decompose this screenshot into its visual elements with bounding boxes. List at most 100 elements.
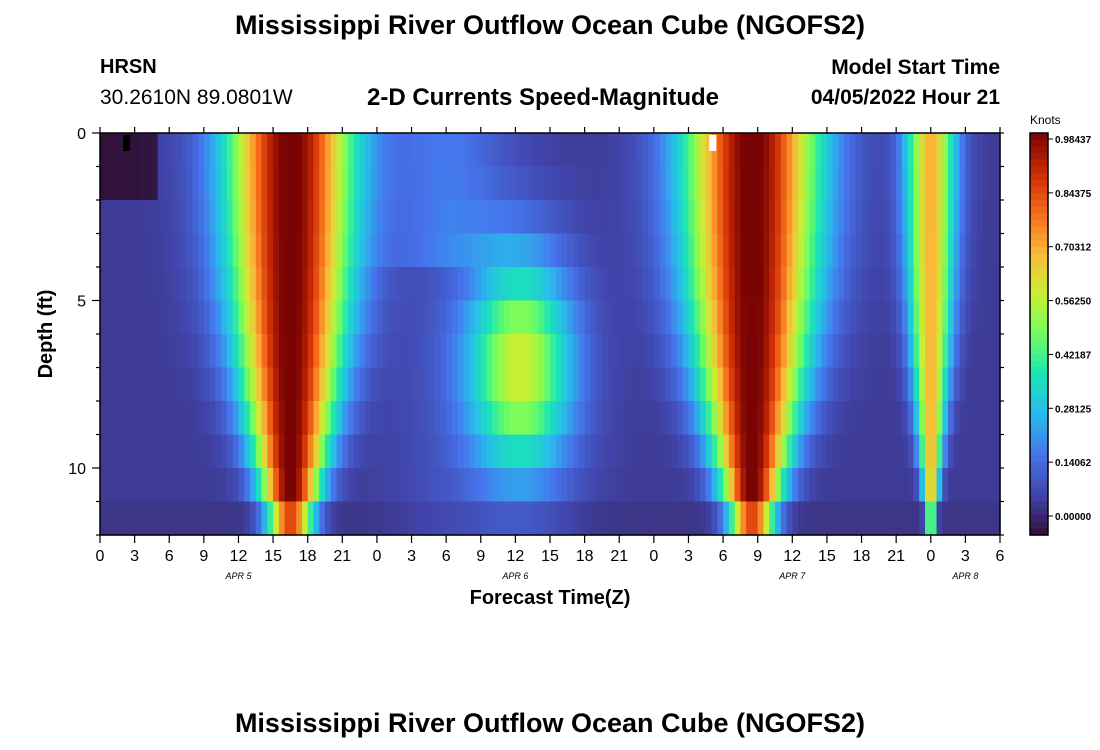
heatmap-cell bbox=[428, 501, 436, 536]
heatmap-cell bbox=[786, 367, 793, 402]
heatmap-cell bbox=[878, 233, 886, 268]
heatmap-cell bbox=[653, 200, 661, 235]
heatmap-cell bbox=[134, 468, 141, 503]
heatmap-cell bbox=[480, 401, 488, 436]
heatmap-cell bbox=[146, 401, 153, 436]
heatmap-cell bbox=[394, 501, 401, 536]
heatmap-cell bbox=[538, 468, 545, 503]
heatmap-cell bbox=[232, 233, 240, 268]
heatmap-cell bbox=[457, 334, 465, 369]
colorbar-segment bbox=[1030, 421, 1048, 429]
heatmap-cell bbox=[215, 501, 222, 536]
heatmap-cell bbox=[475, 267, 482, 302]
heatmap-cell bbox=[319, 401, 326, 436]
heatmap-cell bbox=[434, 300, 441, 335]
heatmap-cell bbox=[682, 401, 690, 436]
heatmap-cell bbox=[296, 166, 303, 201]
heatmap-cell bbox=[665, 434, 672, 469]
heatmap-cell bbox=[740, 334, 747, 369]
heatmap-cell bbox=[186, 468, 193, 503]
heatmap-cell bbox=[480, 300, 488, 335]
heatmap-cell bbox=[746, 300, 753, 335]
heatmap-cell bbox=[648, 166, 655, 201]
heatmap-cell bbox=[186, 501, 193, 536]
heatmap-cell bbox=[273, 468, 280, 503]
heatmap-cell bbox=[526, 334, 534, 369]
heatmap-cell bbox=[123, 233, 130, 268]
heatmap-cell bbox=[330, 501, 338, 536]
heatmap-cell bbox=[590, 166, 597, 201]
heatmap-cell bbox=[959, 401, 966, 436]
heatmap-cell bbox=[284, 267, 291, 302]
heatmap-cell bbox=[267, 367, 274, 402]
heatmap-cell bbox=[261, 334, 268, 369]
heatmap-cell bbox=[578, 133, 586, 168]
heatmap-cell bbox=[492, 334, 499, 369]
x-tick-label: 15 bbox=[264, 548, 282, 565]
heatmap-cell bbox=[792, 401, 799, 436]
heatmap-cell bbox=[734, 367, 741, 402]
heatmap-cell bbox=[930, 267, 938, 302]
heatmap-cell bbox=[365, 468, 372, 503]
x-tick-label: 3 bbox=[407, 548, 416, 565]
heatmap-cell bbox=[584, 267, 591, 302]
heatmap-cell bbox=[919, 300, 926, 335]
heatmap-cell bbox=[376, 334, 384, 369]
heatmap-cell bbox=[601, 267, 609, 302]
heatmap-cell bbox=[209, 468, 216, 503]
heatmap-cell bbox=[717, 367, 724, 402]
heatmap-cell bbox=[244, 401, 251, 436]
heatmap-cell bbox=[590, 334, 597, 369]
heatmap-cell bbox=[423, 267, 430, 302]
heatmap-cell bbox=[780, 434, 788, 469]
heatmap-cell bbox=[567, 468, 574, 503]
heatmap-cell bbox=[925, 434, 932, 469]
heatmap-cell bbox=[290, 501, 297, 536]
heatmap-cell bbox=[867, 401, 874, 436]
heatmap-cell bbox=[186, 166, 193, 201]
heatmap-cell bbox=[423, 200, 430, 235]
heatmap-cell bbox=[728, 434, 736, 469]
heatmap-cell bbox=[953, 334, 961, 369]
heatmap-cell bbox=[988, 367, 995, 402]
heatmap-cell bbox=[930, 300, 938, 335]
heatmap-cell bbox=[584, 501, 591, 536]
heatmap-cell bbox=[284, 401, 291, 436]
heatmap-cell bbox=[475, 334, 482, 369]
heatmap-cell bbox=[509, 367, 516, 402]
colorbar-segment bbox=[1030, 501, 1048, 509]
heatmap-cell bbox=[209, 334, 216, 369]
heatmap-cell bbox=[486, 434, 493, 469]
heatmap-cell bbox=[440, 334, 447, 369]
heatmap-cell bbox=[446, 334, 453, 369]
heatmap-cell bbox=[440, 166, 447, 201]
heatmap-cell bbox=[590, 300, 597, 335]
heatmap-cell bbox=[861, 233, 868, 268]
heatmap-cell bbox=[342, 166, 349, 201]
colorbar-segment bbox=[1030, 474, 1048, 482]
heatmap-cell bbox=[475, 300, 482, 335]
colorbar-segment bbox=[1030, 206, 1048, 214]
heatmap-cell bbox=[123, 401, 130, 436]
heatmap-cell bbox=[301, 367, 309, 402]
heatmap-cell bbox=[959, 468, 966, 503]
heatmap-cell bbox=[307, 267, 315, 302]
heatmap-cell bbox=[751, 434, 759, 469]
heatmap-cell bbox=[475, 233, 482, 268]
heatmap-cell bbox=[561, 300, 568, 335]
heatmap-cell bbox=[619, 200, 626, 235]
heatmap-cell bbox=[815, 334, 822, 369]
heatmap-cell bbox=[700, 166, 707, 201]
heatmap-cell bbox=[971, 401, 978, 436]
heatmap-cell bbox=[134, 233, 141, 268]
heatmap-cell bbox=[348, 334, 355, 369]
heatmap-cell bbox=[325, 334, 332, 369]
heatmap-cell bbox=[405, 166, 413, 201]
heatmap-cell bbox=[348, 367, 355, 402]
heatmap-cell bbox=[625, 367, 632, 402]
colorbar-tick-label: 0.28125 bbox=[1055, 404, 1092, 415]
colorbar-segment bbox=[1030, 334, 1048, 342]
heatmap-cell bbox=[723, 434, 730, 469]
heatmap-cell bbox=[469, 300, 476, 335]
heatmap-cell bbox=[301, 233, 309, 268]
